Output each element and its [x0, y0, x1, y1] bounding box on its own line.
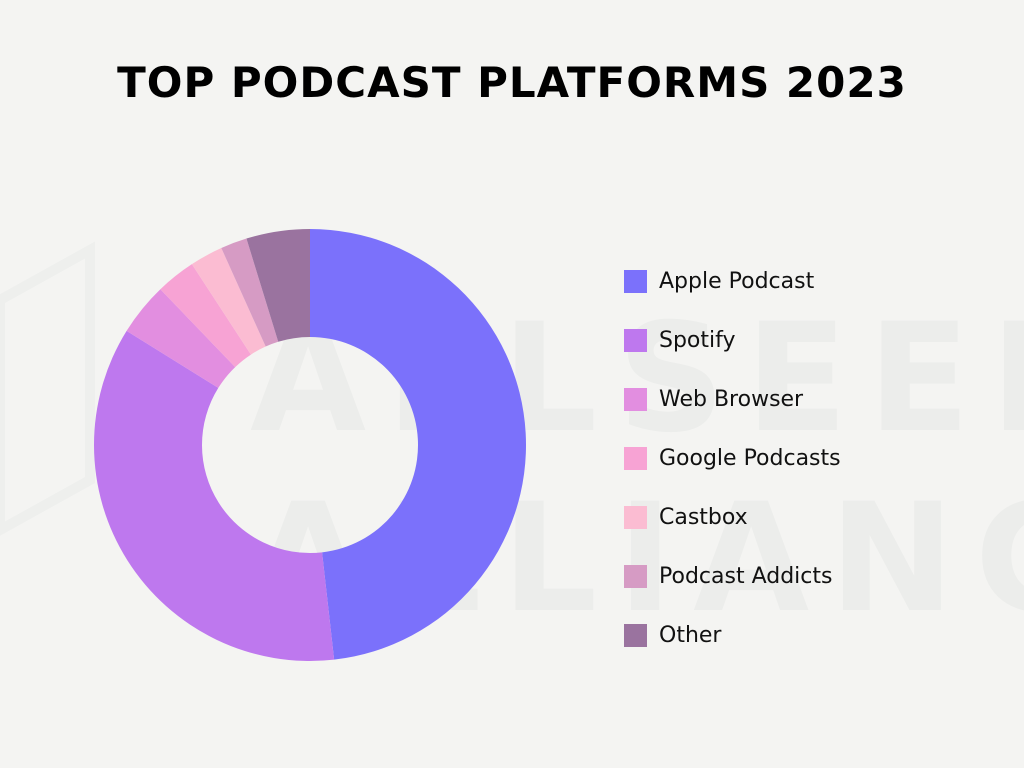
legend-label: Castbox — [659, 505, 748, 530]
donut-slice-google-podcasts — [160, 264, 251, 368]
legend-label: Apple Podcast — [659, 269, 815, 294]
legend-item-castbox: Castbox — [624, 488, 1004, 547]
legend-swatch — [624, 506, 647, 529]
legend-label: Google Podcasts — [659, 446, 841, 471]
donut-slice-other — [246, 229, 310, 342]
legend-item-other: Other — [624, 606, 1004, 665]
legend-swatch — [624, 270, 647, 293]
legend-label: Spotify — [659, 328, 736, 353]
donut-slice-web-browser — [126, 289, 236, 388]
legend-swatch — [624, 624, 647, 647]
legend-label: Other — [659, 623, 722, 648]
legend-swatch — [624, 329, 647, 352]
legend-item-spotify: Spotify — [624, 311, 1004, 370]
donut-slice-spotify — [93, 330, 335, 661]
legend-swatch — [624, 447, 647, 470]
chart-legend: Apple Podcast Spotify Web Browser Google Po… — [624, 252, 1004, 665]
donut-slice-podcast-addicts — [221, 238, 279, 347]
donut-slice-apple-podcast — [310, 228, 527, 660]
legend-swatch — [624, 565, 647, 588]
legend-label: Web Browser — [659, 387, 804, 412]
legend-label: Podcast Addicts — [659, 564, 833, 589]
legend-item-web-browser: Web Browser — [624, 370, 1004, 429]
legend-item-google-podcasts: Google Podcasts — [624, 429, 1004, 488]
legend-item-podcast-addicts: Podcast Addicts — [624, 547, 1004, 606]
legend-item-apple-podcast: Apple Podcast — [624, 252, 1004, 311]
legend-swatch — [624, 388, 647, 411]
donut-slice-castbox — [191, 248, 266, 355]
chart-title: TOP PODCAST PLATFORMS 2023 — [117, 58, 907, 107]
